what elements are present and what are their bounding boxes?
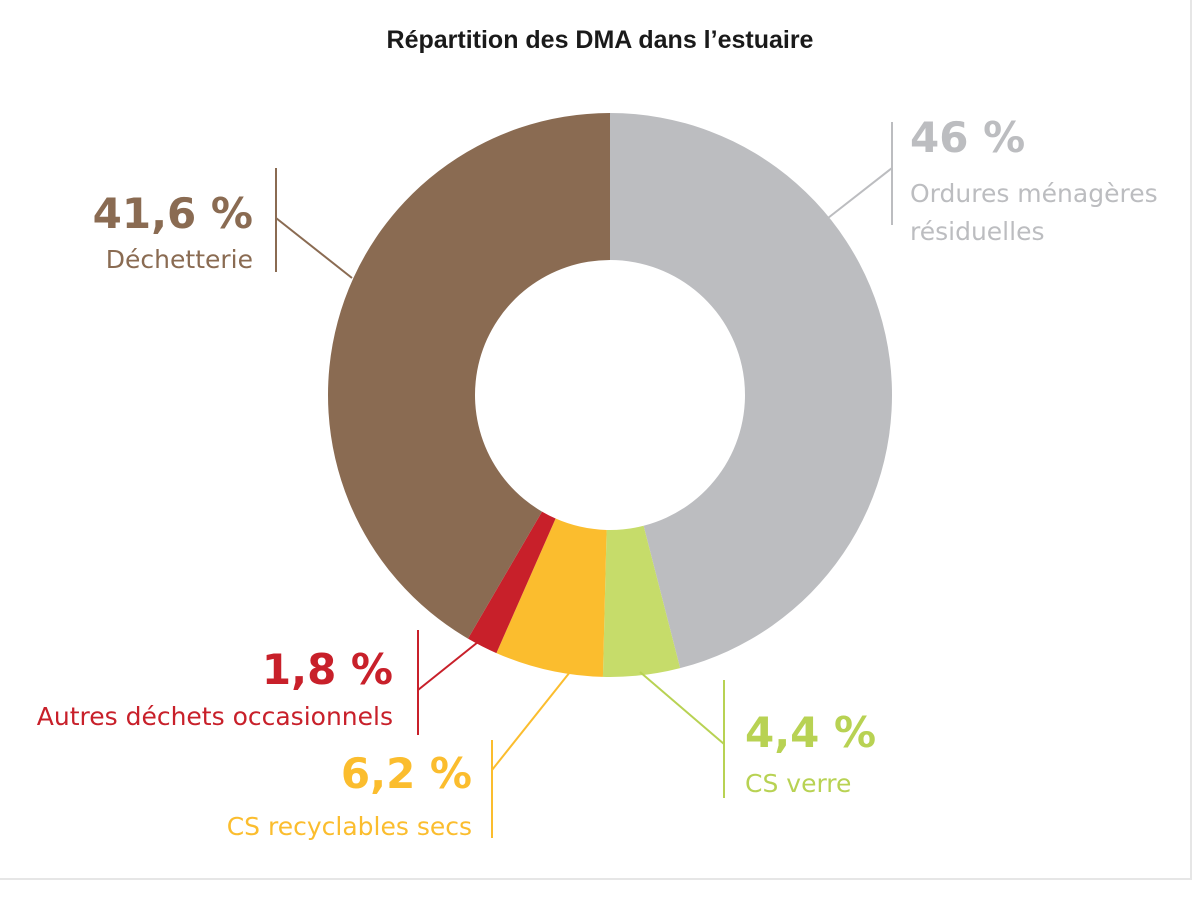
leader-line-cs-verre (639, 671, 725, 745)
slice-ordures-menageres (610, 113, 892, 669)
pct-label-cs-verre: 4,4 % (745, 708, 876, 757)
leader-line-cs-recyclables (491, 671, 571, 771)
slice-dechetterie (328, 113, 610, 639)
slice-cs-recyclables (496, 518, 607, 677)
leader-line-ordures-menageres (827, 167, 893, 219)
leader-line-autres-dechets (417, 641, 479, 691)
name-label-ordures-menageres: Ordures ménagères résiduelles (910, 179, 1158, 246)
pct-label-dechetterie: 41,6 % (93, 189, 253, 238)
name-label-autres-dechets: Autres déchets occasionnels (37, 702, 393, 731)
slice-cs-verre (602, 525, 681, 677)
name-label-cs-verre: CS verre (745, 769, 851, 798)
slice-autres-dechets (467, 511, 556, 654)
pct-label-autres-dechets: 1,8 % (262, 645, 393, 694)
chart-title: Répartition des DMA dans l’estuaire (386, 26, 814, 54)
pct-label-ordures-menageres: 46 % (910, 113, 1025, 162)
pct-label-cs-recyclables: 6,2 % (341, 749, 472, 798)
name-label-cs-recyclables: CS recyclables secs (227, 812, 472, 841)
chart-frame (0, 0, 1192, 880)
leader-line-dechetterie (275, 217, 353, 279)
name-label-dechetterie: Déchetterie (106, 245, 253, 274)
